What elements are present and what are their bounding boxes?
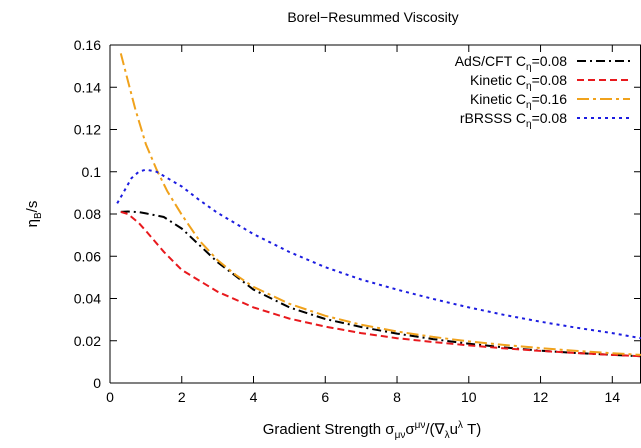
- y-tick-label: 0.1: [82, 164, 102, 180]
- y-tick-label: 0.12: [74, 122, 101, 138]
- chart-title: Borel−Resummed Viscosity: [287, 9, 458, 25]
- series-line: [119, 53, 641, 356]
- x-axis-label: Gradient Strength σμνσμν/(∇λuλ T): [263, 420, 482, 441]
- y-tick-label: 0.04: [74, 291, 101, 307]
- y-tick-label: 0.16: [74, 37, 101, 53]
- series-line: [120, 210, 641, 358]
- y-tick-label: 0.14: [74, 79, 101, 95]
- legend-label: Kinetic Cη=0.16: [470, 91, 567, 111]
- legend-label: Kinetic Cη=0.08: [470, 72, 567, 92]
- x-tick-label: 2: [178, 389, 186, 405]
- legend-label: rBRSSS Cη=0.08: [460, 110, 567, 130]
- plot-axes: 0 0.02 0.04 0.06 0.08 0.1 0.12 0.14 0.16 0 2 4 6 8 10 1…: [74, 37, 641, 405]
- x-tick-label: 6: [321, 389, 329, 405]
- y-tick-label: 0.06: [74, 248, 101, 264]
- legend-label: AdS/CFT Cη=0.08: [455, 53, 568, 73]
- x-tick-label: 4: [250, 389, 258, 405]
- y-tick-label: 0.02: [74, 333, 101, 349]
- plot-lines: [116, 53, 641, 358]
- x-tick-label: 8: [393, 389, 401, 405]
- series-line: [116, 168, 641, 340]
- y-tick-label: 0.08: [74, 206, 101, 222]
- x-tick-label: 14: [605, 389, 621, 405]
- y-tick-label: 0: [93, 375, 101, 391]
- x-tick-label: 12: [533, 389, 549, 405]
- series-line: [120, 210, 641, 358]
- x-tick-label: 0: [106, 389, 114, 405]
- y-axis-label: ηB/s: [24, 201, 44, 228]
- x-tick-label: 10: [461, 389, 477, 405]
